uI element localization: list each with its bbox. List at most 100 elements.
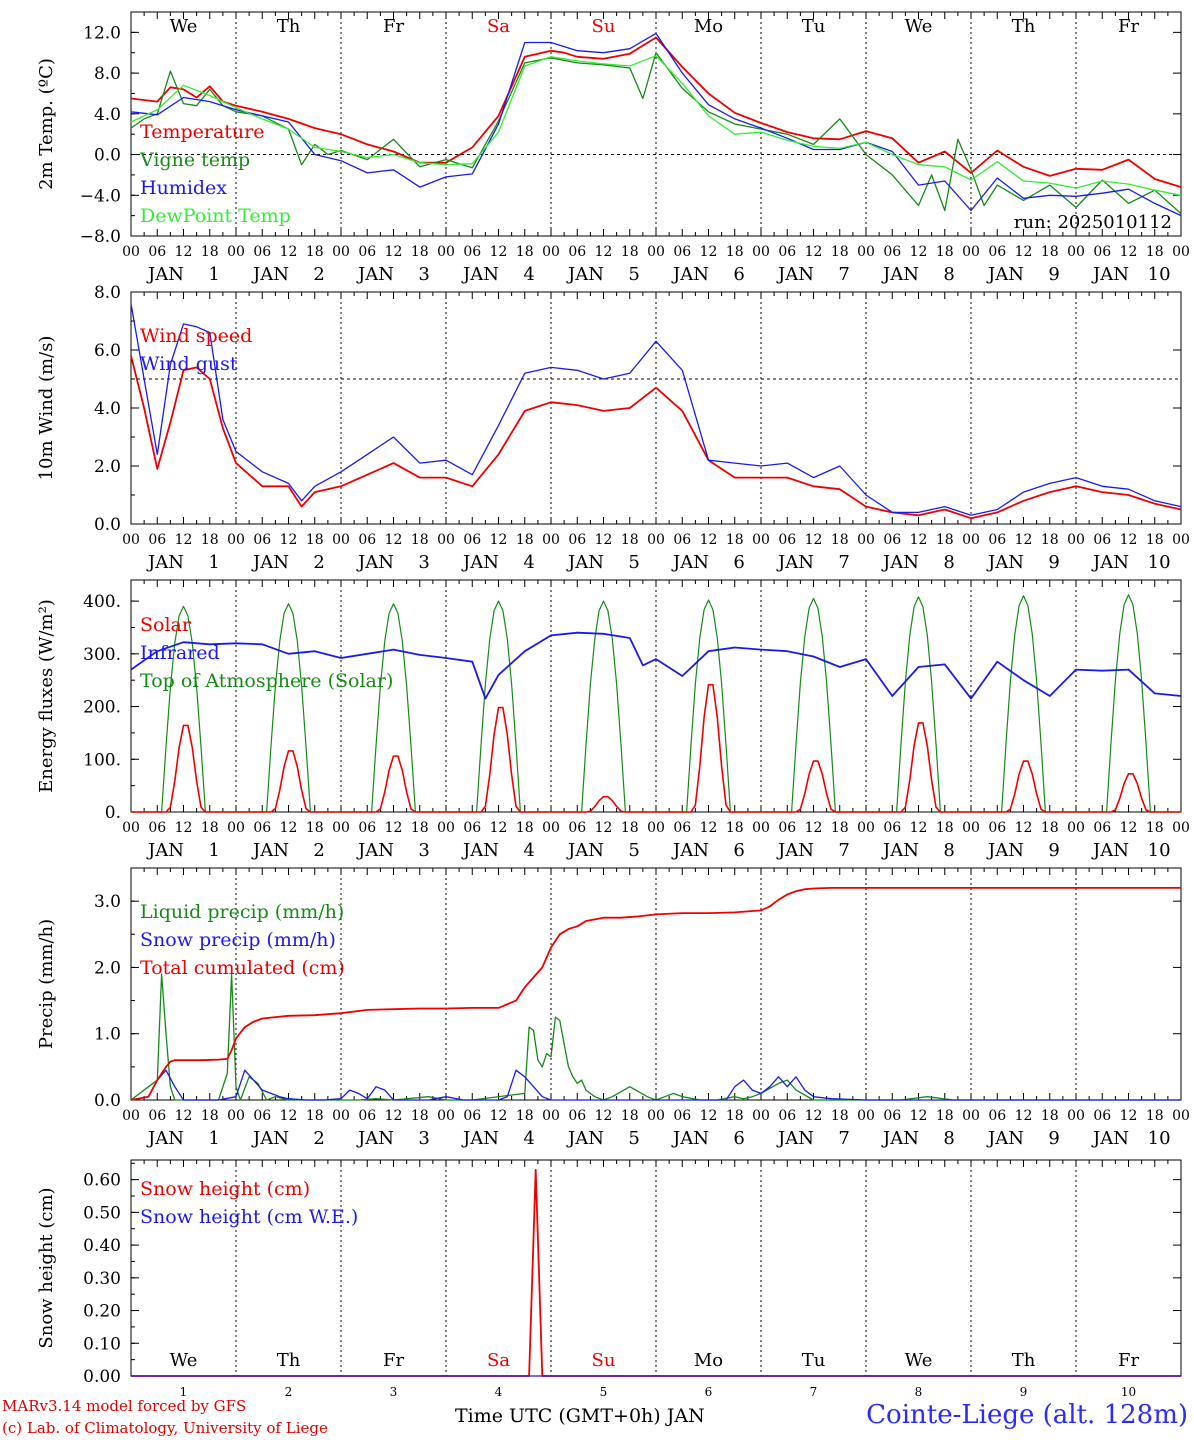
day-number-label: 9	[1048, 552, 1059, 573]
hour-tick-label: 06	[673, 1108, 691, 1124]
day-number-label: 2	[313, 1128, 324, 1149]
hour-tick-label: 06	[463, 244, 481, 260]
hour-tick-label: 18	[1146, 1108, 1164, 1124]
month-label: JAN	[1091, 552, 1129, 573]
y-tick-label: 0.50	[83, 1203, 121, 1223]
month-label: JAN	[776, 1128, 814, 1149]
hour-tick-label: 12	[490, 820, 508, 836]
hour-tick-label: 00	[437, 1108, 455, 1124]
solar-line	[131, 683, 1181, 813]
day-of-week-label: Sa	[487, 1350, 510, 1371]
day-of-week-label: Tu	[802, 1350, 826, 1371]
hour-tick-label: 06	[148, 1108, 166, 1124]
hour-tick-label: 00	[857, 1108, 875, 1124]
hour-tick-label: 00	[332, 244, 350, 260]
hour-tick-label: 06	[358, 820, 376, 836]
hour-tick-label: 18	[411, 820, 429, 836]
day-of-week-label: Fr	[383, 1350, 404, 1371]
hour-tick-label: 12	[910, 1108, 928, 1124]
hour-tick-label: 00	[1067, 244, 1085, 260]
hour-tick-label: 06	[1093, 244, 1111, 260]
y-tick-label: 1.0	[94, 1025, 121, 1045]
day-number-label: 5	[628, 840, 639, 861]
hour-tick-label: 06	[988, 820, 1006, 836]
hour-tick-label: 00	[122, 532, 140, 548]
hour-tick-label: 18	[516, 820, 534, 836]
hour-tick-label: 18	[306, 532, 324, 548]
day-of-week-label: We	[170, 16, 198, 37]
day-number-label: 8	[943, 1128, 954, 1149]
hour-tick-label: 12	[1015, 244, 1033, 260]
month-label: JAN	[461, 552, 499, 573]
day-number-label: 5	[628, 552, 639, 573]
hour-tick-label: 12	[700, 244, 718, 260]
hour-tick-label: 12	[595, 244, 613, 260]
hour-tick-label: 18	[621, 820, 639, 836]
hour-tick-label: 00	[227, 244, 245, 260]
month-label: JAN	[461, 264, 499, 285]
hour-tick-label: 12	[910, 820, 928, 836]
month-label: JAN	[881, 840, 919, 861]
series-line-4	[130, 55, 1182, 196]
day-number-label: 7	[838, 552, 849, 573]
hour-tick-label: 06	[568, 820, 586, 836]
hour-tick-label: 18	[201, 244, 219, 260]
day-of-week-label: We	[170, 1350, 198, 1371]
month-label: JAN	[566, 552, 604, 573]
y-tick-label: 2.0	[94, 958, 121, 978]
legend-entry: Wind speed	[140, 325, 252, 347]
hour-tick-label: 06	[883, 244, 901, 260]
day-number-label: 2	[313, 264, 324, 285]
panel-2: 0.0 2.0 4.0 6.0 8.0 10m Wind (m/s) Wind speed W…	[36, 283, 1190, 573]
hour-tick-label: 00	[962, 244, 980, 260]
month-label: JAN	[881, 1128, 919, 1149]
hour-tick-label: 00	[857, 532, 875, 548]
y-tick-label: 0.30	[83, 1269, 121, 1289]
hour-tick-label: 18	[621, 1108, 639, 1124]
month-label: JAN	[356, 264, 394, 285]
day-number-label: 4	[523, 264, 534, 285]
day-number-label: 9	[1048, 840, 1059, 861]
hour-tick-label: 18	[1041, 820, 1059, 836]
hour-tick-label: 00	[857, 244, 875, 260]
day-number-label: 7	[838, 264, 849, 285]
hour-tick-label: 00	[122, 820, 140, 836]
month-label: JAN	[566, 840, 604, 861]
hour-tick-label: 00	[752, 820, 770, 836]
day-number-label: 1	[180, 1385, 188, 1399]
hour-tick-label: 12	[385, 532, 403, 548]
hour-tick-label: 18	[411, 532, 429, 548]
hour-tick-label: 12	[175, 244, 193, 260]
hour-tick-label: 06	[148, 244, 166, 260]
hour-tick-label: 00	[752, 532, 770, 548]
hour-tick-label: 06	[673, 532, 691, 548]
day-of-week-label: Sa	[487, 16, 510, 37]
hour-tick-label: 00	[227, 820, 245, 836]
day-number-label: 2	[285, 1385, 293, 1399]
y-tick-label: 8.0	[94, 283, 121, 303]
hour-tick-label: 18	[516, 1108, 534, 1124]
hour-tick-label: 00	[647, 532, 665, 548]
day-number-label: 2	[313, 840, 324, 861]
hour-tick-label: 12	[700, 532, 718, 548]
series-line-1	[130, 355, 1182, 520]
hour-tick-label: 00	[962, 532, 980, 548]
day-number-label: 1	[208, 1128, 219, 1149]
hour-tick-label: 12	[1120, 1108, 1138, 1124]
month-label: JAN	[986, 840, 1024, 861]
month-label: JAN	[146, 1128, 184, 1149]
day-number-label: 4	[523, 1128, 534, 1149]
hour-tick-label: 00	[542, 532, 560, 548]
hour-tick-label: 00	[1172, 1108, 1190, 1124]
panel-4: 0.0 1.0 2.0 3.0 Precip (mm/h) Liquid precip (…	[36, 867, 1190, 1149]
day-number-label: 3	[418, 264, 429, 285]
day-of-week-label: We	[905, 1350, 933, 1371]
hour-tick-label: 00	[542, 244, 560, 260]
hour-tick-label: 18	[831, 532, 849, 548]
y-axis-label: 10m Wind (m/s)	[36, 336, 57, 481]
month-label: JAN	[356, 840, 394, 861]
month-label: JAN	[776, 840, 814, 861]
hour-tick-label: 18	[831, 820, 849, 836]
panel-3: 0. 100. 200. 300. 400. Energy fluxes (W/m²) So…	[36, 579, 1190, 861]
legend-entry: Total cumulated (cm)	[140, 957, 345, 979]
